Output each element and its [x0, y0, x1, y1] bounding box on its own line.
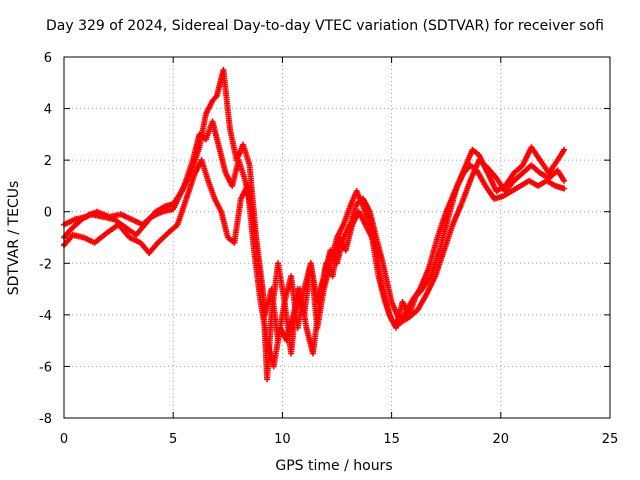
- x-tick-label: 25: [602, 432, 619, 447]
- x-tick-label: 20: [493, 432, 510, 447]
- y-tick-label: 6: [44, 51, 52, 66]
- plot-data: [61, 66, 568, 383]
- x-tick-label: 5: [169, 432, 177, 447]
- x-tick-label: 0: [60, 432, 68, 447]
- x-tick-label: 10: [274, 432, 291, 447]
- y-axis-label: SDTVAR / TECUs: [6, 181, 22, 296]
- axis-ticks: 0 5 10 15 20 25 -8 -6 -4 -2 0 2 4 6: [39, 51, 618, 447]
- y-tick-label: -4: [39, 309, 52, 324]
- x-axis-label: GPS time / hours: [275, 458, 392, 474]
- y-tick-label: 2: [44, 154, 52, 169]
- y-tick-label: 0: [44, 206, 52, 221]
- x-tick-label: 15: [383, 432, 400, 447]
- plot-frame: [63, 56, 611, 419]
- y-tick-label: -2: [39, 257, 52, 272]
- chart-title: Day 329 of 2024, Sidereal Day-to-day VTE…: [46, 18, 604, 34]
- y-tick-label: -6: [39, 360, 52, 375]
- y-tick-label: -8: [39, 412, 52, 427]
- y-tick-label: 4: [44, 103, 52, 118]
